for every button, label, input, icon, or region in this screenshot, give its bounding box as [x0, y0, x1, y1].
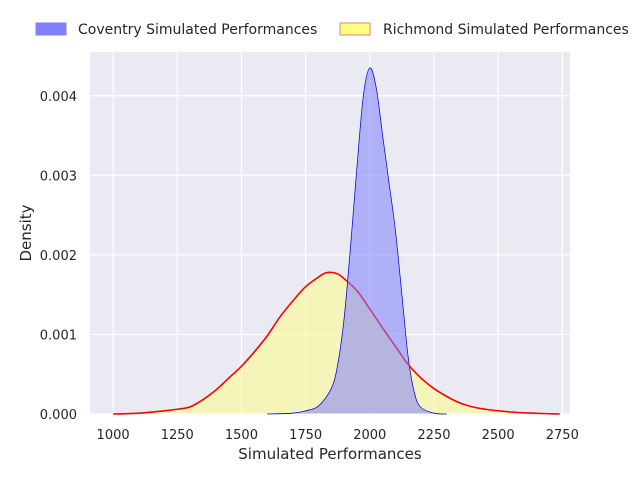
- density-line-coventry: [267, 67, 447, 415]
- x-tick-label: 1000: [97, 428, 130, 443]
- y-axis: 0.000 0.001 0.002 0.003 0.004: [40, 90, 77, 423]
- legend-swatch-coventry: [35, 22, 67, 36]
- y-tick-label: 0.004: [40, 90, 77, 105]
- y-tick-label: 0.003: [40, 169, 77, 184]
- x-axis: 1000 1250 1500 1750 2000 2250 2500 2750: [97, 428, 579, 443]
- y-tick-label: 0.001: [40, 328, 77, 343]
- y-tick-label: 0.000: [40, 408, 77, 423]
- x-tick-label: 2000: [353, 428, 386, 443]
- legend-label-richmond: Richmond Simulated Performances: [383, 22, 629, 38]
- x-axis-label: Simulated Performances: [238, 445, 422, 463]
- x-tick-label: 1500: [225, 428, 258, 443]
- x-tick-label: 1750: [289, 428, 322, 443]
- y-axis-label: Density: [17, 204, 35, 261]
- legend: Coventry Simulated Performances Richmond…: [35, 22, 629, 38]
- density-line-richmond: [113, 271, 560, 415]
- series-layer: [113, 67, 560, 415]
- legend-swatch-richmond: [339, 22, 371, 36]
- y-tick-label: 0.002: [40, 249, 77, 264]
- x-tick-label: 2250: [417, 428, 450, 443]
- legend-label-coventry: Coventry Simulated Performances: [78, 22, 317, 38]
- x-tick-label: 2750: [546, 428, 579, 443]
- x-tick-label: 2500: [482, 428, 515, 443]
- x-tick-label: 1250: [161, 428, 194, 443]
